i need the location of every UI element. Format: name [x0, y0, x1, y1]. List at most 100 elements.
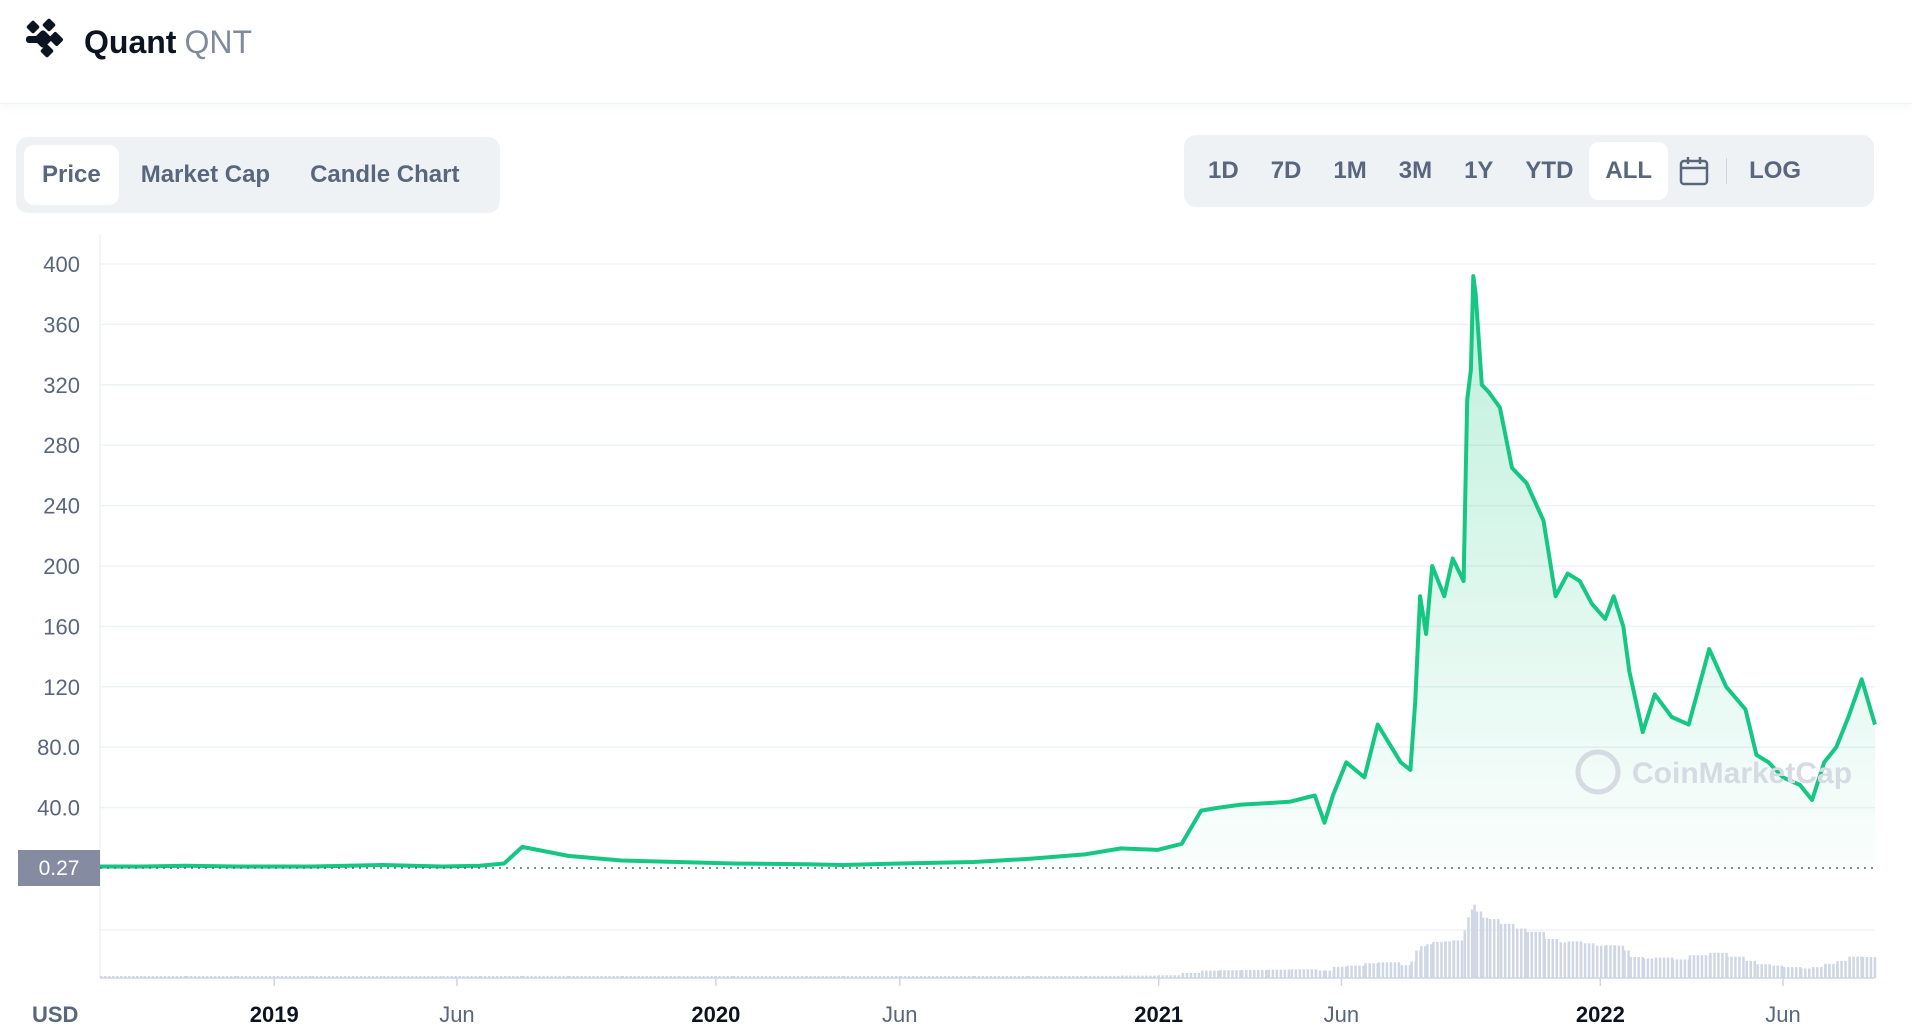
volume-bar: [866, 976, 870, 978]
volume-bar: [1393, 962, 1397, 978]
volume-bar: [512, 976, 515, 978]
range-1m-button[interactable]: 1M: [1333, 157, 1367, 184]
volume-bar: [608, 976, 611, 978]
volume-bar: [179, 976, 183, 978]
volume-bar: [592, 976, 595, 978]
volume-bar: [542, 975, 545, 978]
tab-market-cap[interactable]: Market Cap: [140, 161, 271, 188]
volume-bar: [1800, 968, 1803, 978]
volume-bar: [669, 976, 672, 978]
volume-bar: [1753, 960, 1756, 978]
range-1y-button[interactable]: 1Y: [1464, 157, 1494, 184]
range-1d-button[interactable]: 1D: [1208, 157, 1239, 184]
volume-bar: [1709, 952, 1712, 978]
volume-bar: [657, 976, 660, 978]
x-tick-label: 2021: [1134, 1002, 1183, 1027]
volume-bar: [1364, 963, 1367, 978]
volume-bar: [1869, 957, 1873, 978]
volume-bar: [1267, 969, 1271, 978]
log-scale-button[interactable]: LOG: [1749, 157, 1802, 184]
range-ytd-button[interactable]: YTD: [1525, 157, 1574, 184]
volume-bar: [1683, 959, 1687, 978]
volume-bar: [768, 976, 772, 978]
volume-bar: [240, 976, 244, 978]
volume-bar: [395, 976, 398, 978]
volume-bar: [1108, 975, 1112, 978]
volume-bar: [805, 976, 808, 978]
volume-bar: [1840, 960, 1843, 978]
volume-bar: [1520, 928, 1523, 978]
price-line: [100, 274, 1877, 869]
volume-bar: [714, 976, 717, 978]
volume-bar: [248, 976, 252, 978]
range-all-button[interactable]: ALL: [1589, 142, 1669, 200]
volume-bar: [1104, 975, 1108, 978]
volume-bar: [399, 976, 402, 978]
volume-bar: [1503, 923, 1507, 978]
volume-bar: [572, 976, 575, 978]
volume-bar: [550, 975, 553, 978]
volume-bar: [1571, 941, 1575, 978]
volume-bar: [1287, 969, 1291, 978]
volume-bar: [435, 976, 438, 978]
volume-bar: [1173, 975, 1176, 978]
range-7d-button[interactable]: 7D: [1270, 157, 1302, 184]
volume-bar: [959, 976, 963, 978]
calendar-icon[interactable]: [1668, 142, 1720, 200]
range-3m-button[interactable]: 3M: [1398, 157, 1433, 184]
volume-bar: [1040, 976, 1043, 978]
volume-bar: [1253, 969, 1256, 978]
volume-bar: [1165, 975, 1168, 978]
volume-bar: [272, 976, 276, 978]
volume-bar: [175, 976, 179, 978]
volume-bar: [171, 976, 175, 978]
volume-bar: [1336, 966, 1340, 978]
volume-bar: [1249, 969, 1252, 978]
volume-bar: [1052, 976, 1055, 978]
volume-bar: [588, 976, 591, 978]
volume-bar: [300, 976, 304, 978]
volume-bar: [1700, 955, 1704, 978]
volume-bar: [1219, 970, 1222, 978]
tab-price[interactable]: Price: [24, 145, 119, 205]
volume-bar: [862, 976, 866, 978]
chart-type-tabs: Price Market Cap Candle Chart: [16, 137, 500, 213]
volume-bar: [1265, 969, 1268, 978]
volume-bar: [1812, 967, 1815, 978]
volume-bar: [600, 976, 603, 978]
volume-bar: [100, 976, 103, 978]
volume-bar: [225, 976, 229, 978]
volume-bar: [870, 976, 874, 978]
volume-bar: [1717, 952, 1720, 978]
coinmarketcap-watermark: CoinMarketCap: [1575, 749, 1852, 795]
volume-bar: [1808, 968, 1811, 978]
volume-bar: [419, 976, 422, 978]
tab-candle-chart[interactable]: Candle Chart: [310, 161, 460, 188]
x-tick-label: Jun: [1324, 1002, 1359, 1027]
volume-bar: [1290, 969, 1294, 978]
y-tick-label: 40.0: [37, 796, 80, 821]
volume-bar: [478, 976, 481, 978]
volume-bar: [1742, 956, 1745, 978]
watermark-text: CoinMarketCap: [1632, 757, 1852, 790]
volume-bar: [351, 976, 355, 978]
x-tick-label: 2022: [1576, 1002, 1625, 1027]
volume-bar: [829, 976, 832, 978]
volume-bar: [919, 976, 923, 978]
volume-bar: [1791, 967, 1794, 978]
volume-bar: [1526, 931, 1529, 978]
volume-bar: [784, 976, 788, 978]
volume-bar: [1068, 976, 1071, 978]
volume-bar: [534, 975, 537, 978]
volume-bar: [256, 976, 260, 978]
volume-bar: [726, 976, 729, 978]
volume-bar: [108, 976, 111, 978]
volume-bar: [903, 976, 907, 978]
volume-bar: [331, 976, 335, 978]
volume-bar: [1816, 967, 1819, 978]
volume-bar: [442, 976, 445, 978]
x-tick-label: Jun: [882, 1002, 917, 1027]
volume-bar: [947, 976, 951, 978]
volume-bar: [1298, 969, 1302, 978]
volume-bar: [151, 976, 155, 978]
